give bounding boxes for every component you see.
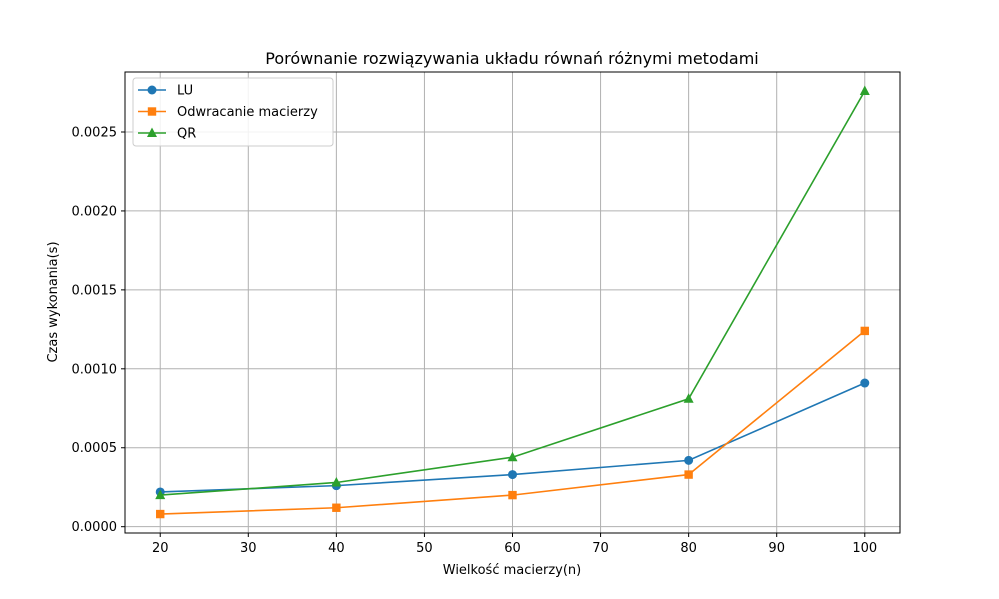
legend-marker <box>147 107 157 116</box>
legend-label: LU <box>177 84 193 99</box>
series-layer <box>155 85 870 519</box>
legend-marker <box>147 127 157 137</box>
data-point <box>508 470 517 480</box>
data-point <box>508 490 517 500</box>
data-point <box>683 393 694 403</box>
x-tick-label: 70 <box>592 541 609 556</box>
data-point <box>859 85 870 95</box>
data-point <box>331 476 342 487</box>
x-axis-label: Wielkość macierzy(n) <box>443 563 582 578</box>
x-axis: 20 30 40 50 60 70 80 90 100 <box>152 533 877 556</box>
legend-box <box>132 77 334 147</box>
legend: LU Odwracanie macierzy QR <box>132 77 334 147</box>
data-point <box>684 455 694 465</box>
legend-label: Odwracanie macierzy <box>177 105 318 120</box>
x-tick-label: 50 <box>416 541 433 556</box>
grid <box>125 72 900 533</box>
x-tick-label: 90 <box>768 541 785 556</box>
y-axis-label: Czas wykonania(s) <box>46 241 61 362</box>
x-tick-label: 20 <box>152 541 169 556</box>
data-point <box>156 509 165 519</box>
x-tick-label: 40 <box>328 541 345 556</box>
series-2 <box>155 85 870 500</box>
y-tick-label: 0.0005 <box>72 441 118 456</box>
data-point <box>860 378 870 388</box>
legend-marker <box>147 85 157 95</box>
chart-title: Porównanie rozwiązywania układu równań r… <box>265 49 758 68</box>
x-tick-label: 30 <box>240 541 257 556</box>
x-tick-label: 100 <box>852 541 877 556</box>
data-point <box>684 470 693 479</box>
series-1 <box>156 326 869 519</box>
y-tick-label: 0.0000 <box>72 520 118 535</box>
x-tick-label: 80 <box>680 541 697 556</box>
data-point <box>332 503 341 512</box>
y-axis: 0.0000 0.0005 0.0010 0.0015 0.0020 0.0025 <box>72 125 125 535</box>
x-tick-label: 60 <box>504 541 521 556</box>
y-tick-label: 0.0020 <box>72 204 118 219</box>
data-point <box>155 489 166 500</box>
legend-label: QR <box>177 127 196 142</box>
y-tick-label: 0.0010 <box>72 362 118 377</box>
data-point <box>507 451 518 462</box>
y-tick-label: 0.0025 <box>72 125 118 140</box>
y-tick-label: 0.0015 <box>72 283 118 298</box>
data-point <box>860 326 869 336</box>
